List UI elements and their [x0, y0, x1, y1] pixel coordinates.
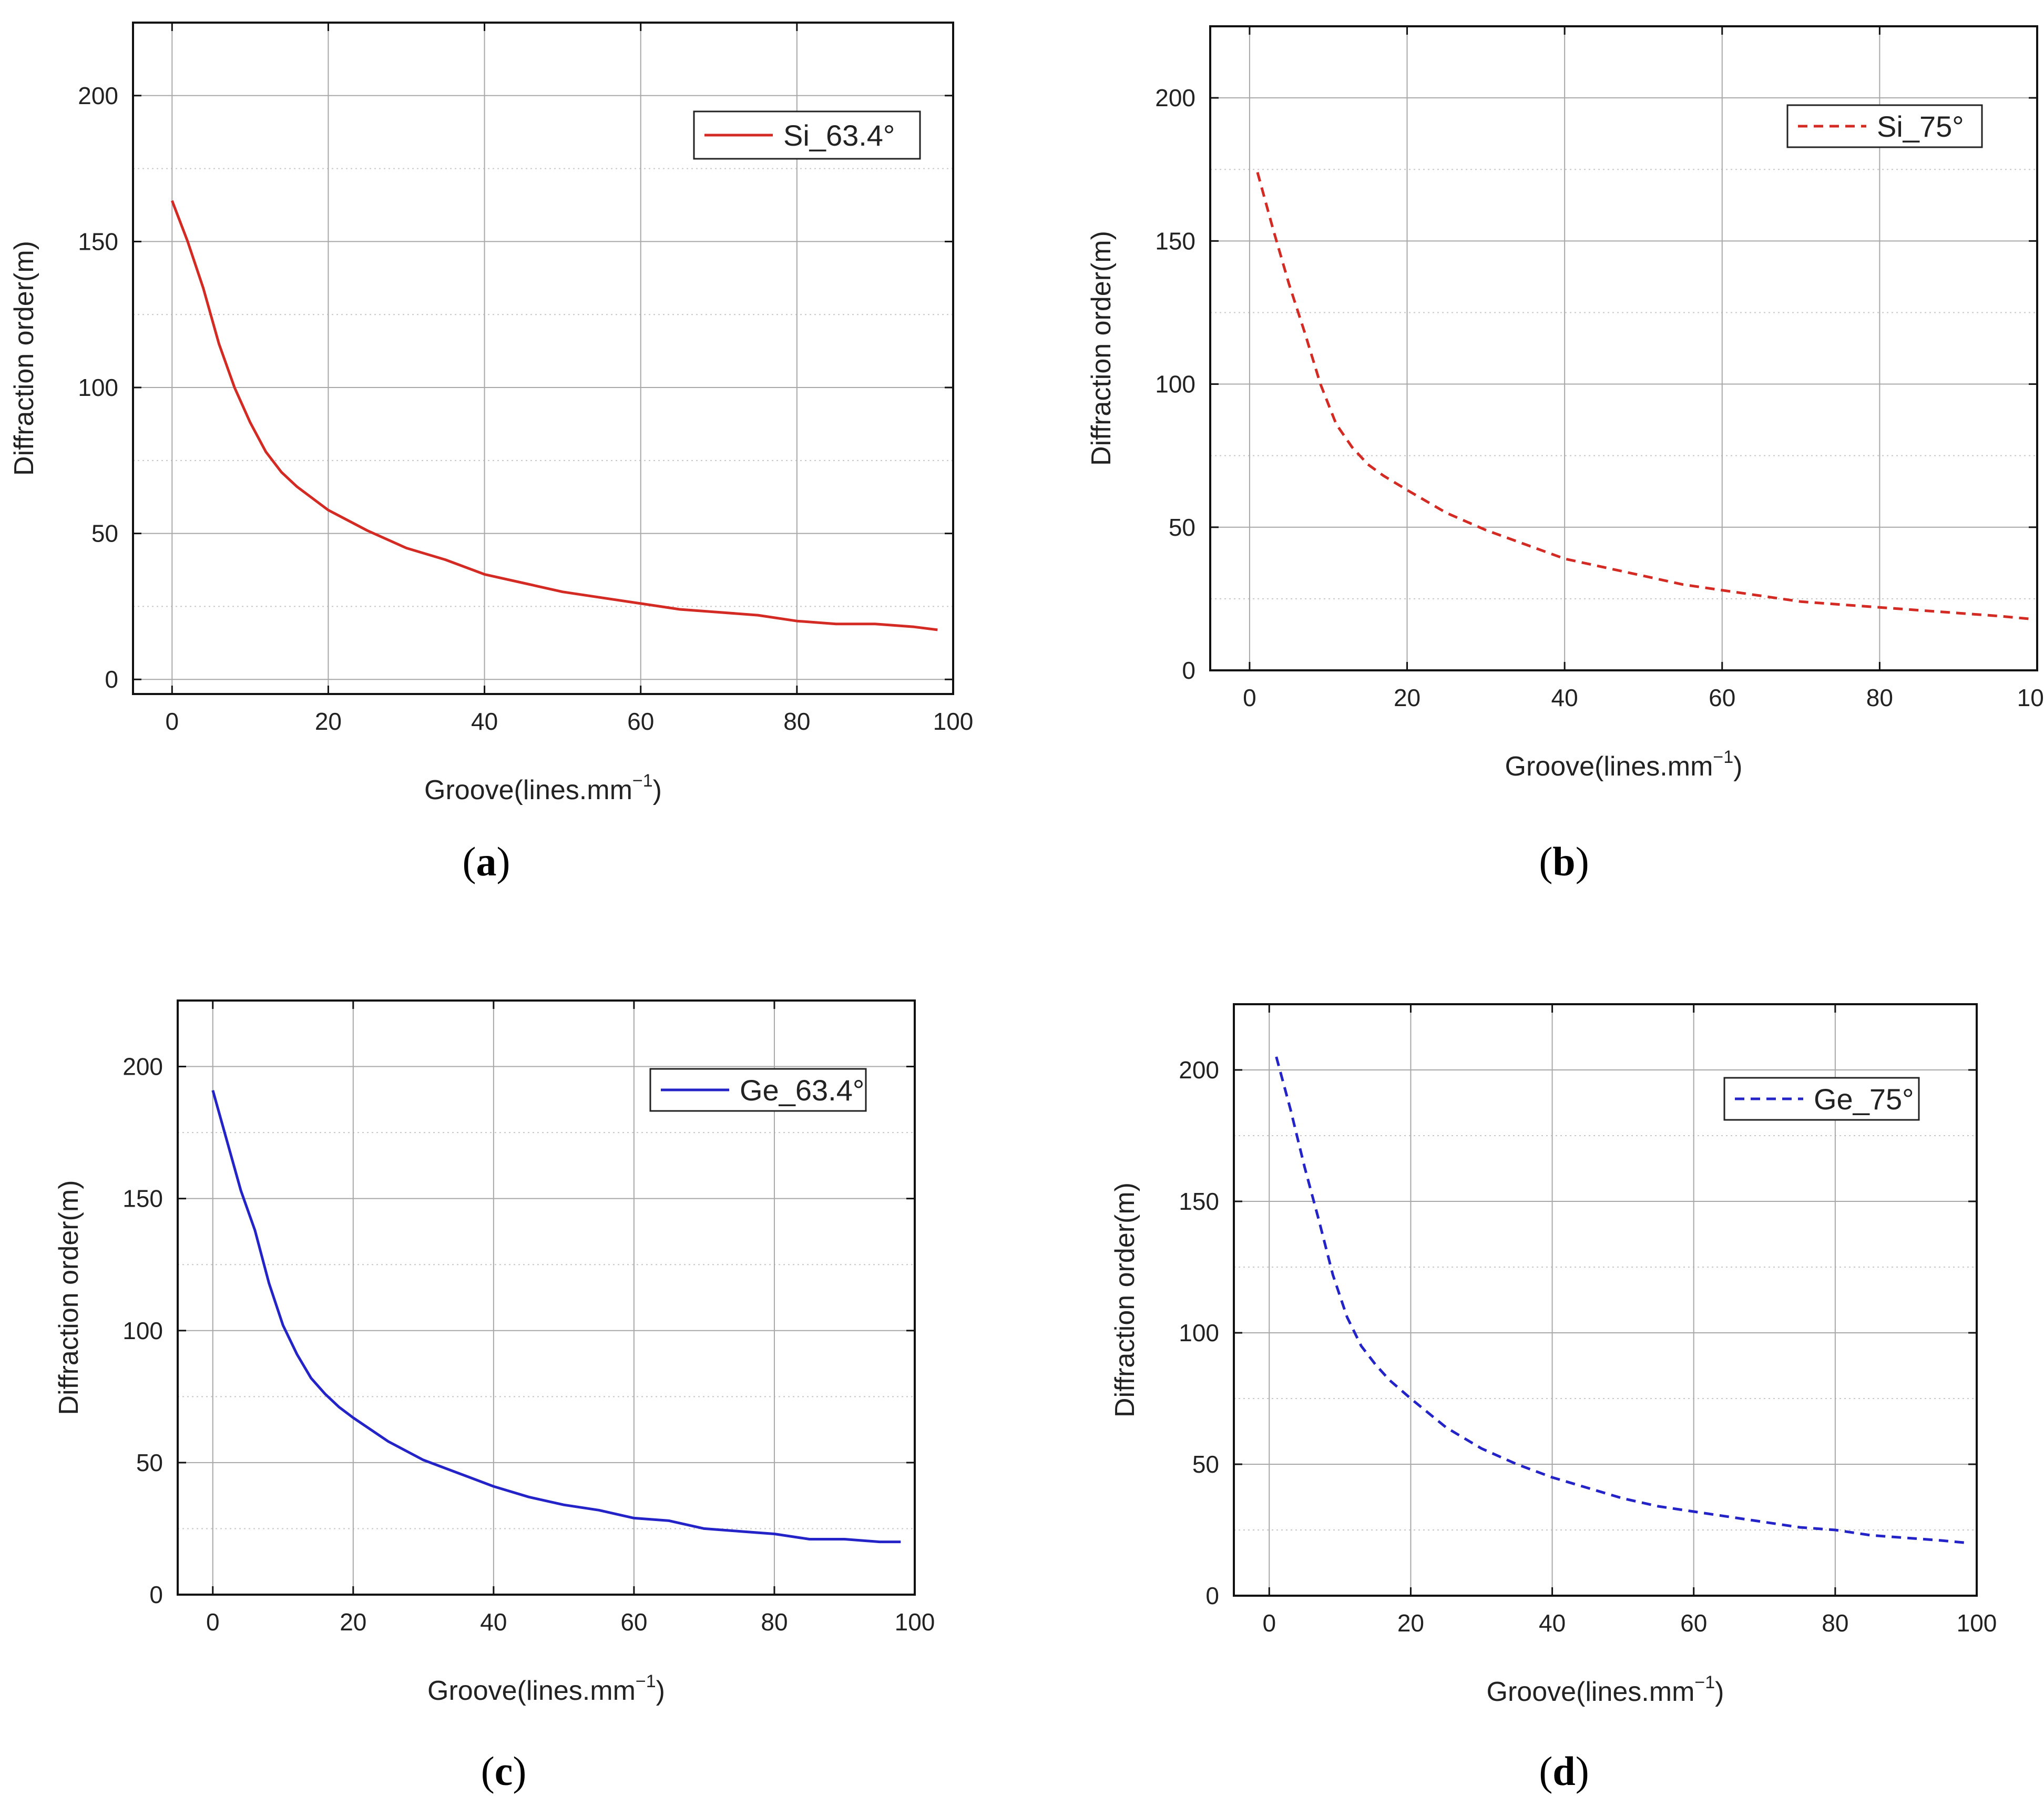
y-tick-label: 50 — [91, 520, 118, 547]
x-tick-label: 60 — [1680, 1609, 1707, 1637]
x-axis-label: Groove(lines.mm−1) — [427, 1671, 665, 1706]
x-tick-label: 40 — [471, 708, 498, 735]
x-tick-label: 40 — [1539, 1609, 1566, 1637]
x-tick-label: 100 — [2017, 684, 2044, 711]
x-tick-label: 0 — [165, 708, 179, 735]
y-axis-label: Diffraction order(m) — [1110, 1182, 1140, 1417]
chart-panel-d: 0 20 40 60 80 100 0 50 100 150 200 Groove(lines.mm−… — [1110, 1003, 1997, 1794]
x-tick-label: 40 — [480, 1608, 507, 1636]
y-tick-label: 50 — [136, 1449, 163, 1476]
legend: Ge_63.4° — [649, 1068, 867, 1112]
x-tick-label: 80 — [783, 708, 810, 735]
x-tick-label: 20 — [340, 1608, 366, 1636]
y-tick-label: 0 — [149, 1581, 163, 1608]
x-tick-label: 0 — [1243, 684, 1256, 711]
y-tick-label: 0 — [105, 666, 118, 693]
y-axis-label: Diffraction order(m) — [9, 241, 39, 476]
y-tick-label: 200 — [1179, 1056, 1219, 1084]
y-tick-label: 150 — [1179, 1188, 1219, 1215]
x-axis-label: Groove(lines.mm−1) — [1487, 1672, 1724, 1707]
panel-caption: (a) — [463, 839, 510, 884]
x-axis-label: Groove(lines.mm−1) — [424, 771, 662, 805]
panel-caption: (b) — [1539, 839, 1589, 884]
plot-frame — [1209, 25, 2038, 671]
x-tick-label: 80 — [761, 1608, 788, 1636]
legend: Si_63.4° — [693, 110, 921, 160]
series-line — [170, 200, 938, 631]
y-tick-label: 50 — [1192, 1451, 1219, 1478]
legend-box — [1786, 104, 1983, 148]
x-tick-label: 80 — [1822, 1609, 1848, 1637]
series-line — [1275, 1056, 1970, 1545]
y-tick-label: 100 — [1179, 1319, 1219, 1346]
chart-panel-a: 0 20 40 60 80 100 0 50 100 150 200 Groove(lines.mm−… — [9, 22, 974, 884]
plot-frame — [1233, 1003, 1978, 1597]
x-tick-label: 60 — [1709, 684, 1735, 711]
y-tick-label: 50 — [1169, 514, 1195, 541]
legend-label: Ge_75° — [1814, 1083, 1914, 1116]
y-axis-label: Diffraction order(m) — [1086, 231, 1117, 466]
y-tick-label: 150 — [122, 1185, 163, 1212]
y-tick-label: 100 — [122, 1317, 163, 1344]
series-line — [211, 1090, 901, 1544]
x-tick-label: 20 — [1394, 684, 1420, 711]
legend-label: Ge_63.4° — [740, 1074, 864, 1107]
y-tick-label: 200 — [1155, 84, 1195, 111]
x-axis-label: Groove(lines.mm−1) — [1505, 747, 1743, 782]
y-axis-label: Diffraction order(m) — [54, 1180, 84, 1415]
legend: Si_75° — [1786, 104, 1983, 148]
panel-caption: (d) — [1539, 1748, 1589, 1794]
x-tick-label: 0 — [1262, 1609, 1276, 1637]
y-tick-label: 200 — [122, 1053, 163, 1080]
x-tick-label: 100 — [895, 1608, 935, 1636]
plot-frame — [132, 22, 954, 695]
chart-panel-c: 0 20 40 60 80 100 0 50 100 150 200 Groove(lines.mm−… — [54, 999, 935, 1794]
y-tick-label: 150 — [1155, 227, 1195, 254]
x-tick-label: 80 — [1866, 684, 1893, 711]
y-tick-label: 100 — [1155, 371, 1195, 398]
y-tick-label: 0 — [1205, 1582, 1219, 1609]
legend-label: Si_75° — [1877, 110, 1964, 143]
x-tick-label: 60 — [620, 1608, 647, 1636]
y-tick-label: 100 — [78, 374, 118, 401]
x-tick-label: 100 — [933, 708, 974, 735]
chart-panel-b: 0 20 40 60 80 100 0 50 100 150 200 Groove(lines.mm−… — [1086, 25, 2044, 884]
y-tick-label: 200 — [78, 82, 118, 109]
legend-label: Si_63.4° — [783, 119, 895, 152]
x-tick-label: 0 — [206, 1608, 220, 1636]
plot-frame — [177, 999, 916, 1596]
y-tick-label: 150 — [78, 228, 118, 255]
legend: Ge_75° — [1723, 1077, 1920, 1121]
x-tick-label: 40 — [1551, 684, 1578, 711]
x-tick-label: 20 — [1397, 1609, 1424, 1637]
x-tick-label: 100 — [1957, 1609, 1997, 1637]
x-tick-label: 60 — [627, 708, 654, 735]
series-line — [1256, 172, 2030, 620]
panel-caption: (c) — [481, 1748, 527, 1794]
x-tick-label: 20 — [315, 708, 342, 735]
y-tick-label: 0 — [1182, 657, 1195, 684]
